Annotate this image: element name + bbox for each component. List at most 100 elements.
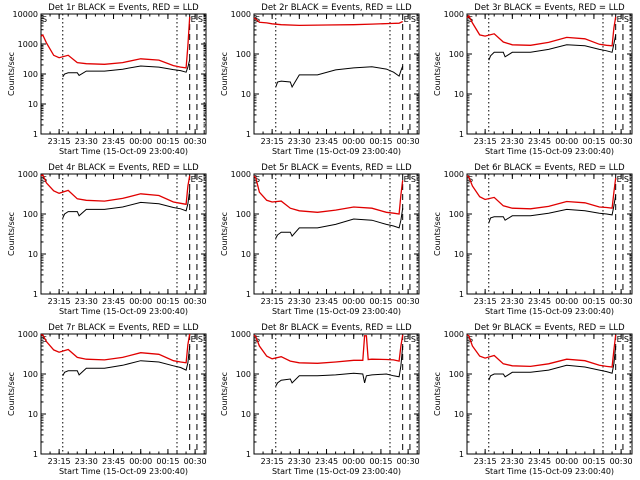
marker-label: S — [624, 15, 629, 24]
series-line-red — [40, 174, 191, 206]
x-tick-label: 00:00 — [342, 457, 365, 466]
y-tick-label: 1000 — [18, 170, 38, 179]
series-line-black — [275, 345, 404, 387]
x-tick-label: 00:15 — [156, 457, 179, 466]
y-tick-label: 100 — [236, 50, 251, 59]
x-tick-label: 00:00 — [555, 297, 578, 306]
marker-label: S — [255, 175, 260, 184]
x-tick-label: 23:30 — [501, 457, 524, 466]
detector-panel: Det 2r BLACK = Events, RED = LLD 1 10 100 10… — [213, 0, 426, 160]
series-line-black — [62, 345, 191, 377]
y-tick-label: 1 — [246, 130, 251, 139]
y-tick-label: 10 — [241, 90, 251, 99]
chart-title: Det 4r BLACK = Events, RED = LLD — [48, 163, 199, 173]
series-line-black — [62, 59, 191, 78]
x-tick-label: 23:45 — [102, 297, 125, 306]
detector-panel: Det 6r BLACK = Events, RED = LLD 1 10 100 10… — [426, 160, 639, 320]
series-line-red — [253, 17, 403, 27]
x-axis-label: Start Time (15-Oct-09 23:00:40) — [272, 147, 401, 156]
series-line-black — [275, 208, 404, 239]
x-tick-label: 00:30 — [184, 297, 207, 306]
x-axis-label: Start Time (15-Oct-09 23:00:40) — [485, 467, 614, 476]
detector-panel: Det 7r BLACK = Events, RED = LLD 1 10 100 10… — [0, 320, 213, 480]
x-tick-label: 00:00 — [342, 137, 365, 146]
y-axis-label: Counts/sec — [433, 52, 442, 96]
x-tick-label: 00:15 — [369, 457, 392, 466]
detector-panel: Det 4r BLACK = Events, RED = LLD 1 10 100 10… — [0, 160, 213, 320]
series-line-black — [488, 345, 617, 381]
y-axis-label: Counts/sec — [220, 212, 229, 256]
x-tick-label: 00:30 — [184, 457, 207, 466]
detector-chart: Det 9r BLACK = Events, RED = LLD 1 10 100 10… — [433, 323, 633, 476]
y-tick-label: 100 — [23, 210, 38, 219]
y-tick-label: 1 — [33, 290, 38, 299]
y-tick-label: 1000 — [231, 10, 251, 19]
series-line-red — [41, 333, 191, 364]
marker-label: S — [411, 335, 416, 344]
x-tick-label: 23:45 — [315, 297, 338, 306]
detector-panel: Det 1r BLACK = Events, RED = LLD 1 10 100 10… — [0, 0, 213, 160]
marker-label: S — [624, 175, 629, 184]
series-line-red — [466, 14, 617, 47]
y-tick-label: 1000 — [444, 170, 464, 179]
x-tick-label: 23:15 — [474, 297, 497, 306]
y-tick-label: 1000 — [231, 170, 251, 179]
x-axis-label: Start Time (15-Oct-09 23:00:40) — [59, 147, 188, 156]
marker-label: S — [42, 335, 47, 344]
x-axis-label: Start Time (15-Oct-09 23:00:40) — [272, 307, 401, 316]
y-axis-label: Counts/sec — [433, 372, 442, 416]
y-tick-label: 1000 — [444, 330, 464, 339]
x-tick-label: 00:30 — [397, 297, 420, 306]
x-tick-label: 23:30 — [288, 457, 311, 466]
y-tick-label: 10 — [454, 90, 464, 99]
y-tick-label: 1000 — [18, 330, 38, 339]
marker-label: E — [404, 15, 409, 24]
y-tick-label: 10 — [454, 410, 464, 419]
detector-chart: Det 2r BLACK = Events, RED = LLD 1 10 100 10… — [220, 3, 420, 156]
x-axis-label: Start Time (15-Oct-09 23:00:40) — [485, 147, 614, 156]
x-tick-label: 00:00 — [342, 297, 365, 306]
marker-label: E — [617, 15, 622, 24]
marker-label: E — [191, 335, 196, 344]
y-tick-label: 1 — [33, 130, 38, 139]
y-tick-label: 100 — [236, 210, 251, 219]
marker-label: E — [617, 335, 622, 344]
y-tick-label: 10 — [28, 250, 38, 259]
x-tick-label: 23:45 — [315, 457, 338, 466]
y-tick-label: 100 — [236, 370, 251, 379]
marker-label: E — [191, 175, 196, 184]
marker-label: S — [42, 15, 47, 24]
marker-label: S — [198, 335, 203, 344]
marker-label: S — [255, 15, 260, 24]
y-tick-label: 100 — [449, 50, 464, 59]
detector-chart: Det 7r BLACK = Events, RED = LLD 1 10 100 10… — [7, 323, 207, 476]
x-tick-label: 00:30 — [610, 297, 633, 306]
x-axis-label: Start Time (15-Oct-09 23:00:40) — [59, 467, 188, 476]
x-tick-label: 23:30 — [75, 297, 98, 306]
y-axis-label: Counts/sec — [220, 372, 229, 416]
x-tick-label: 00:30 — [184, 137, 207, 146]
x-tick-label: 23:30 — [501, 137, 524, 146]
series-line-black — [488, 194, 617, 224]
marker-label: S — [198, 175, 203, 184]
x-tick-label: 23:30 — [288, 297, 311, 306]
marker-label: S — [411, 15, 416, 24]
y-tick-label: 1 — [459, 450, 464, 459]
y-tick-label: 1 — [33, 450, 38, 459]
x-tick-label: 00:00 — [129, 137, 152, 146]
y-tick-label: 100 — [449, 370, 464, 379]
x-tick-label: 23:15 — [261, 137, 284, 146]
y-tick-label: 1 — [459, 290, 464, 299]
marker-label: E — [404, 335, 409, 344]
marker-label: E — [404, 175, 409, 184]
marker-label: S — [624, 335, 629, 344]
x-tick-label: 23:30 — [75, 457, 98, 466]
detector-chart: Det 3r BLACK = Events, RED = LLD 1 10 100 10… — [433, 3, 633, 156]
y-tick-label: 1000 — [231, 330, 251, 339]
detector-chart: Det 8r BLACK = Events, RED = LLD 1 10 100 10… — [220, 323, 420, 476]
y-tick-label: 1000 — [18, 40, 38, 49]
plot-frame — [40, 173, 207, 295]
y-axis-label: Counts/sec — [433, 212, 442, 256]
chart-title: Det 7r BLACK = Events, RED = LLD — [48, 323, 199, 333]
